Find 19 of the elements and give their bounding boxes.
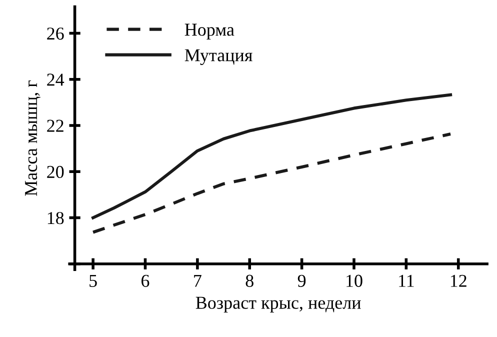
y-tick-label: 18 xyxy=(48,212,64,224)
y-tick-label: 24 xyxy=(47,74,64,86)
x-axis-title: Возраст крыс, недели xyxy=(196,296,361,313)
x-tick-label: 5 xyxy=(90,274,97,287)
x-tick-label: 7 xyxy=(194,274,202,287)
x-tick-label: 11 xyxy=(399,274,414,287)
x-tick-label: 8 xyxy=(246,274,254,287)
x-tick-label: 6 xyxy=(142,274,150,287)
x-tick-label: 12 xyxy=(450,274,466,287)
y-axis-title: Масса мышц, г xyxy=(25,80,40,196)
line-series xyxy=(92,132,452,234)
y-tick-label: 20 xyxy=(47,166,64,178)
y-tick-label: 26 xyxy=(47,28,64,40)
y-tick-label: 22 xyxy=(47,120,64,132)
x-tick-label: 10 xyxy=(346,274,362,287)
line-series xyxy=(92,93,452,220)
legend-label: Норма xyxy=(184,24,234,40)
legend-label: Мутация xyxy=(184,49,252,66)
x-tick-label: 9 xyxy=(298,274,306,287)
